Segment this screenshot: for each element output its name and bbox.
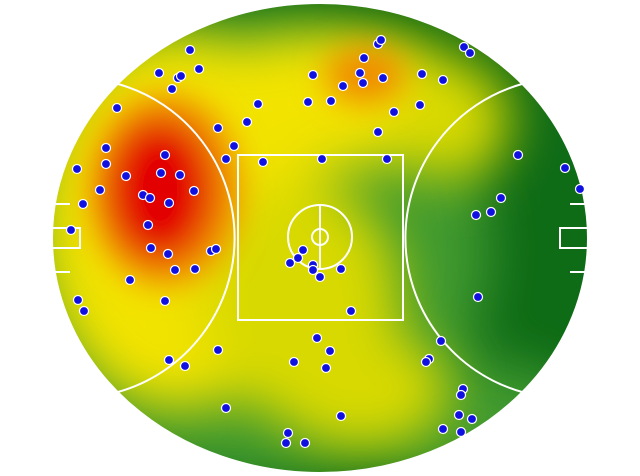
event-marker: [466, 413, 478, 425]
event-marker: [357, 77, 369, 89]
event-marker: [155, 167, 167, 179]
event-marker: [455, 389, 467, 401]
goal-square-right: [559, 227, 588, 249]
event-marker: [470, 209, 482, 221]
event-marker: [72, 294, 84, 306]
event-marker: [372, 126, 384, 138]
event-marker: [495, 192, 507, 204]
event-marker: [416, 68, 428, 80]
event-marker: [163, 354, 175, 366]
event-marker: [257, 156, 269, 168]
event-marker: [472, 291, 484, 303]
fifty-arc-right: [404, 83, 523, 393]
event-marker: [169, 264, 181, 276]
event-marker: [307, 264, 319, 276]
event-marker: [388, 106, 400, 118]
boundary-line: [51, 2, 589, 474]
heat-zone-red: [108, 120, 212, 260]
event-marker: [179, 360, 191, 372]
event-marker: [559, 162, 571, 174]
event-marker: [335, 263, 347, 275]
event-marker: [345, 305, 357, 317]
event-marker: [302, 96, 314, 108]
event-marker: [159, 295, 171, 307]
event-marker: [297, 244, 309, 256]
event-marker: [464, 47, 476, 59]
event-marker: [354, 67, 366, 79]
event-marker: [163, 197, 175, 209]
marker-layer: [65, 34, 586, 449]
event-marker: [292, 252, 304, 264]
event-marker: [324, 345, 336, 357]
event-marker: [77, 198, 89, 210]
event-marker: [252, 98, 264, 110]
event-marker: [288, 356, 300, 368]
event-marker: [280, 437, 292, 449]
event-marker: [159, 149, 171, 161]
heat-zone-yellow: [390, 60, 510, 180]
event-marker: [142, 219, 154, 231]
event-marker: [193, 63, 205, 75]
event-marker: [453, 409, 465, 421]
event-marker: [210, 243, 222, 255]
event-marker: [212, 344, 224, 356]
event-marker: [212, 122, 224, 134]
event-marker: [314, 271, 326, 283]
event-marker: [435, 335, 447, 347]
event-marker: [94, 184, 106, 196]
event-marker: [188, 185, 200, 197]
event-marker: [420, 356, 432, 368]
event-marker: [307, 69, 319, 81]
event-marker: [100, 142, 112, 154]
event-marker: [166, 83, 178, 95]
event-marker: [184, 44, 196, 56]
event-marker: [316, 153, 328, 165]
event-marker: [284, 257, 296, 269]
fifty-arc-left: [117, 83, 236, 393]
event-marker: [100, 158, 112, 170]
event-marker: [124, 274, 136, 286]
event-marker: [299, 437, 311, 449]
event-marker: [437, 74, 449, 86]
event-marker: [189, 263, 201, 275]
heat-zone-yellow: [270, 330, 450, 450]
event-marker: [71, 163, 83, 175]
event-marker: [320, 362, 332, 374]
event-marker: [512, 149, 524, 161]
event-marker: [311, 332, 323, 344]
event-marker: [120, 170, 132, 182]
event-marker: [162, 248, 174, 260]
event-marker: [574, 183, 586, 195]
event-marker: [381, 153, 393, 165]
event-marker: [458, 41, 470, 53]
event-marker: [485, 206, 497, 218]
event-marker: [358, 52, 370, 64]
event-marker: [65, 224, 77, 236]
event-marker: [377, 72, 389, 84]
event-marker: [111, 102, 123, 114]
goal-square-left: [52, 227, 81, 249]
event-marker: [414, 99, 426, 111]
event-marker: [175, 70, 187, 82]
event-marker: [455, 426, 467, 438]
event-marker: [282, 427, 294, 439]
event-marker: [337, 80, 349, 92]
event-marker: [153, 67, 165, 79]
event-marker: [78, 305, 90, 317]
event-marker: [144, 192, 156, 204]
event-marker: [375, 34, 387, 46]
event-marker: [437, 423, 449, 435]
event-marker: [145, 242, 157, 254]
event-marker: [325, 95, 337, 107]
event-marker: [228, 140, 240, 152]
event-marker: [174, 169, 186, 181]
event-marker: [241, 116, 253, 128]
event-marker: [335, 410, 347, 422]
event-marker: [220, 153, 232, 165]
event-marker: [220, 402, 232, 414]
